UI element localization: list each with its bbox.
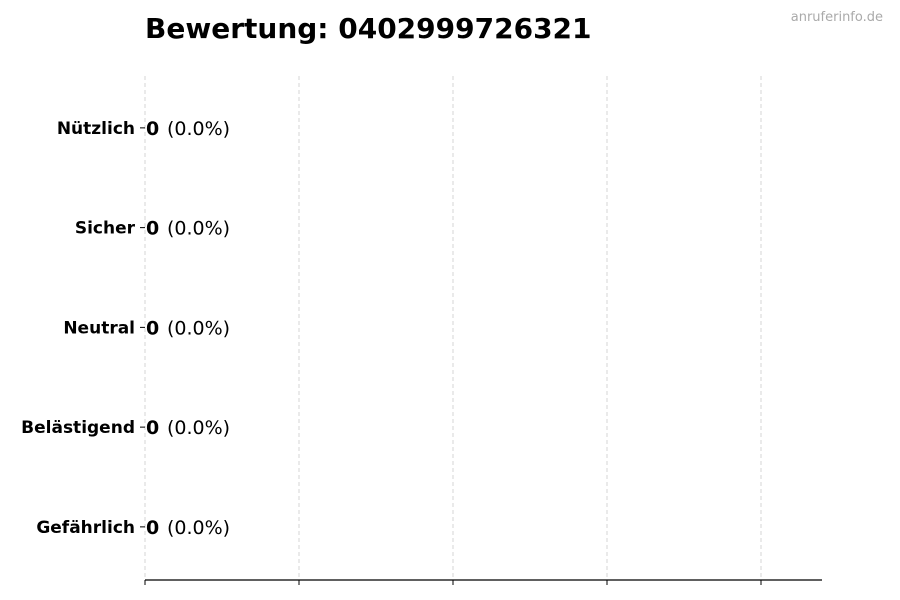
category-label: Neutral (63, 318, 135, 338)
category-label: Belästigend (21, 418, 135, 438)
percent-label: (0.0%) (167, 417, 230, 439)
value-label: 0 (146, 417, 159, 439)
value-label: 0 (146, 118, 159, 140)
watermark: anruferinfo.de (790, 10, 883, 25)
category-label: Gefährlich (36, 518, 135, 538)
percent-label: (0.0%) (167, 118, 230, 140)
percent-label: (0.0%) (167, 517, 230, 539)
value-label: 0 (146, 517, 159, 539)
chart-title: Bewertung: 0402999726321 (145, 12, 592, 45)
percent-label: (0.0%) (167, 218, 230, 240)
value-label: 0 (146, 317, 159, 339)
category-label: Sicher (75, 219, 136, 239)
percent-label: (0.0%) (167, 317, 230, 339)
value-label: 0 (146, 218, 159, 240)
category-label: Nützlich (57, 119, 135, 139)
